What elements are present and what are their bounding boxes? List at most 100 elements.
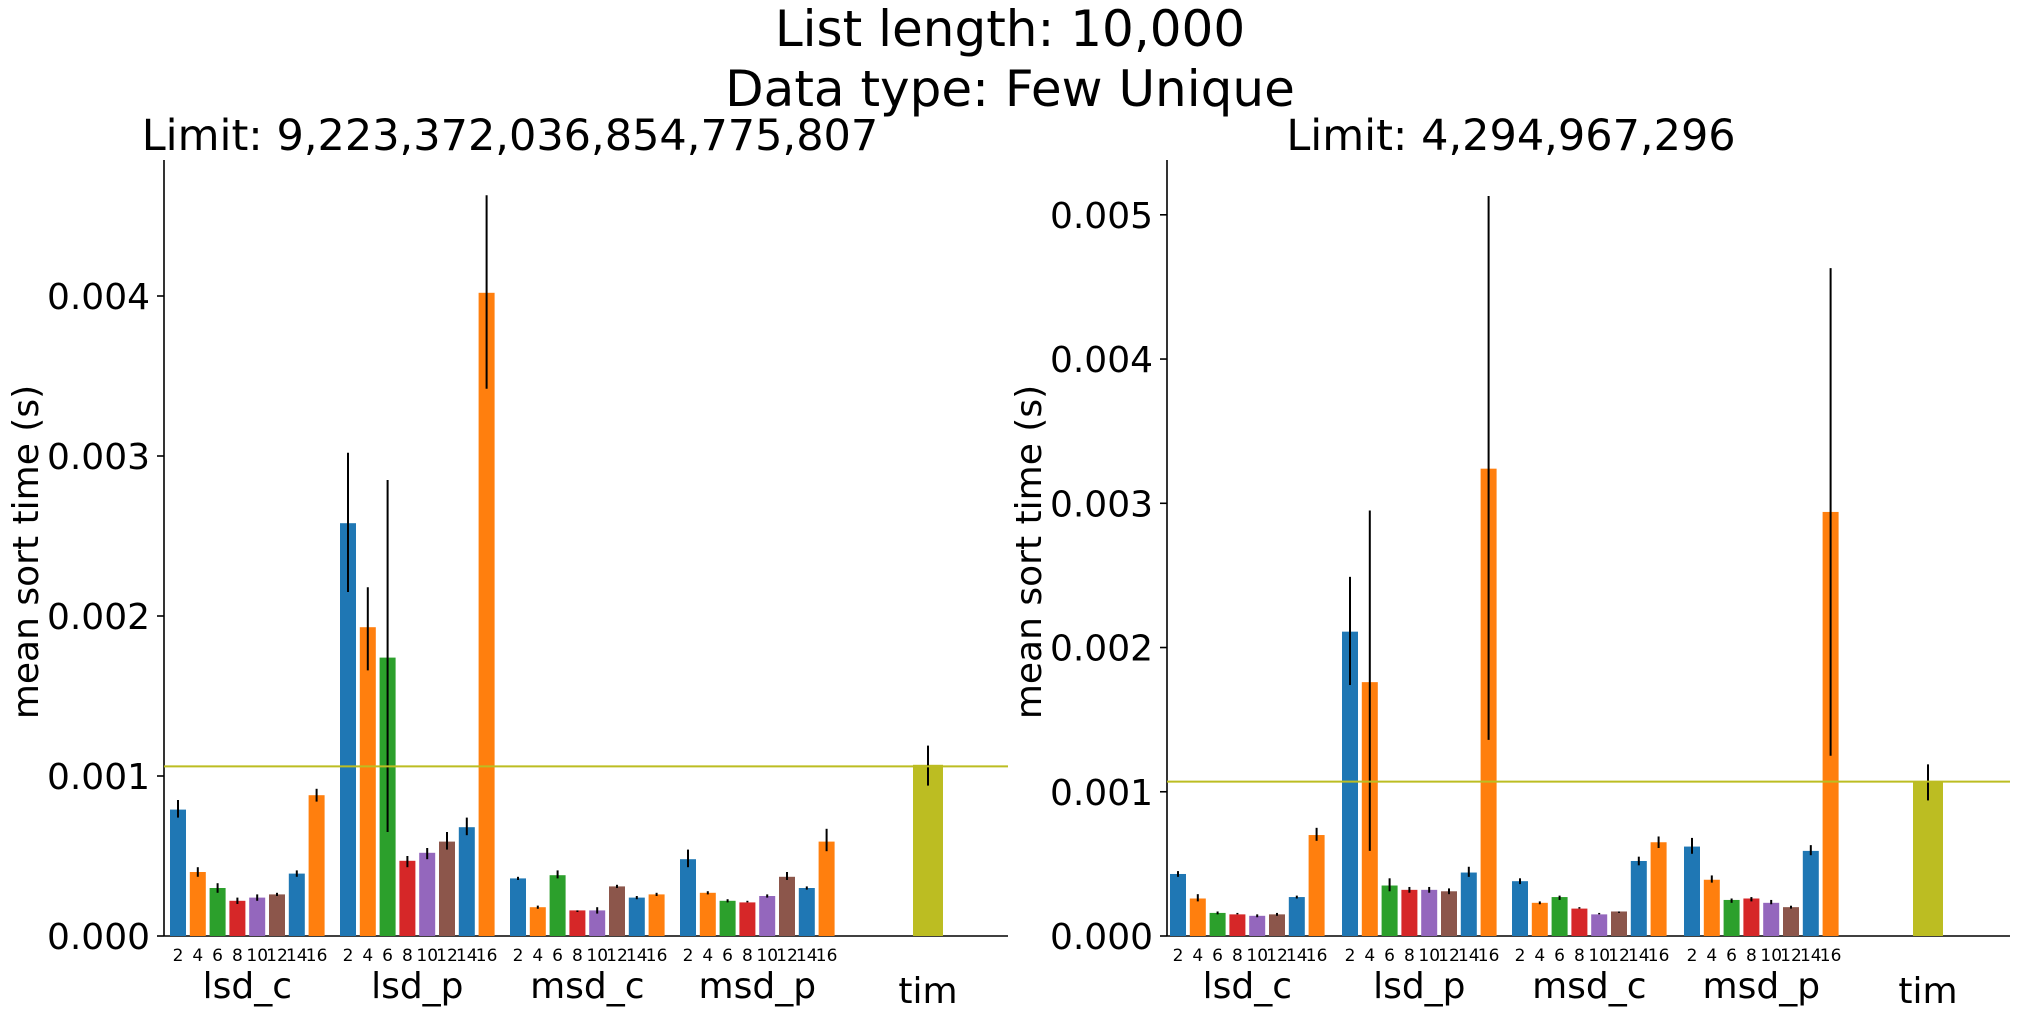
bar: [288, 873, 305, 936]
bar-tick-label: 2: [1173, 946, 1184, 966]
bar-tick-label: 10: [1588, 946, 1610, 966]
bar-tick-label: 2: [173, 946, 184, 966]
bar-tick-label: 6: [212, 946, 223, 966]
bar-tick-label: 16: [306, 946, 328, 966]
bar: [719, 900, 736, 936]
bar: [1381, 885, 1398, 936]
bar: [1288, 897, 1305, 936]
bar-tick-label: 12: [1780, 946, 1802, 966]
bar: [478, 292, 495, 936]
group-label: msd_p: [1703, 966, 1821, 1007]
bar-tick-label: 4: [362, 946, 373, 966]
bar: [779, 876, 795, 936]
chart-panel-left: Limit: 9,223,372,036,854,775,807 mean so…: [6, 111, 1008, 1012]
bar: [1913, 781, 1943, 936]
bar: [1591, 914, 1608, 936]
bar: [1342, 631, 1358, 936]
bar-tick-label: 14: [1628, 946, 1650, 966]
bar: [1763, 902, 1780, 936]
bar: [249, 897, 266, 936]
bar: [1723, 899, 1740, 936]
y-tick-label: 0.001: [47, 757, 150, 798]
bar: [913, 764, 943, 936]
bar: [399, 860, 416, 936]
bar: [1229, 914, 1246, 936]
bar-tick-label: 4: [532, 946, 543, 966]
bar-tick-label: 12: [1608, 946, 1630, 966]
bar: [1743, 898, 1760, 936]
bar-tick-label: 8: [402, 946, 413, 966]
bar-tick-label: 6: [722, 946, 733, 966]
bar-tick-label: 14: [1458, 946, 1480, 966]
bar: [759, 896, 776, 936]
bar-tick-label: 10: [756, 946, 778, 966]
bar-tick-label: 10: [246, 946, 268, 966]
bar: [1703, 879, 1720, 936]
chart-title: Limit: 9,223,372,036,854,775,807: [142, 111, 879, 161]
bar: [1571, 908, 1588, 936]
bar: [229, 900, 246, 936]
bar: [269, 894, 285, 936]
bar: [1421, 889, 1438, 936]
bar-tick-label: 6: [1726, 946, 1737, 966]
bar-tick-label: 16: [1306, 946, 1328, 966]
y-tick-label: 0.000: [1050, 917, 1153, 958]
bar-tick-label: 6: [1212, 946, 1223, 966]
bar: [798, 888, 815, 936]
bar: [1531, 902, 1548, 936]
bar-tick-label: 8: [232, 946, 243, 966]
bar: [1401, 889, 1418, 936]
bar: [739, 902, 756, 936]
bar: [1460, 872, 1477, 936]
bar-tick-label: 2: [513, 946, 524, 966]
bar: [1650, 842, 1667, 936]
bar-tick-label: 12: [606, 946, 628, 966]
bar-tick-label: 16: [816, 946, 838, 966]
bar-tick-label: 10: [1760, 946, 1782, 966]
group-label: msd_c: [530, 966, 644, 1007]
chart-title: Limit: 4,294,967,296: [1286, 111, 1735, 161]
bar-tick-label: 8: [742, 946, 753, 966]
bar-tick-label: 6: [1554, 946, 1565, 966]
bar-tick-label: 14: [626, 946, 648, 966]
bar-tick-label: 4: [1706, 946, 1717, 966]
group-label: lsd_p: [1373, 966, 1465, 1007]
bar: [1209, 912, 1226, 936]
bar-tick-label: 4: [702, 946, 713, 966]
bar: [1269, 914, 1285, 936]
bar: [609, 886, 625, 936]
bar-tick-label: 16: [646, 946, 668, 966]
bar-tick-label: 14: [1800, 946, 1822, 966]
chart-panel-right: Limit: 4,294,967,296 mean sort time (s) …: [1009, 111, 2010, 1012]
bar: [648, 894, 665, 936]
bar: [628, 897, 645, 936]
group-label: tim: [1898, 971, 1957, 1012]
bar-tick-label: 16: [476, 946, 498, 966]
bar: [510, 878, 526, 936]
group-label: lsd_c: [1203, 966, 1292, 1007]
bar-tick-label: 6: [1384, 946, 1395, 966]
bar: [189, 872, 206, 936]
bar-tick-label: 6: [552, 946, 563, 966]
group-label: lsd_p: [371, 966, 463, 1007]
bar: [1308, 835, 1325, 936]
bar: [589, 910, 606, 936]
bar: [1170, 873, 1186, 936]
bar-tick-label: 12: [776, 946, 798, 966]
bar: [818, 841, 835, 936]
bar: [1611, 911, 1627, 936]
bar: [529, 907, 546, 936]
bar: [1441, 891, 1457, 936]
bar-tick-label: 12: [1438, 946, 1460, 966]
y-axis-label: mean sort time (s): [6, 385, 47, 719]
bar: [1551, 897, 1568, 936]
y-axis-label: mean sort time (s): [1009, 385, 1050, 719]
bar: [1783, 907, 1799, 936]
bar-tick-label: 12: [436, 946, 458, 966]
bar: [308, 795, 325, 936]
y-tick-label: 0.002: [47, 597, 150, 638]
bar: [439, 841, 455, 936]
bar: [1630, 860, 1647, 936]
y-tick-label: 0.002: [1050, 629, 1153, 670]
bar: [1189, 898, 1206, 936]
